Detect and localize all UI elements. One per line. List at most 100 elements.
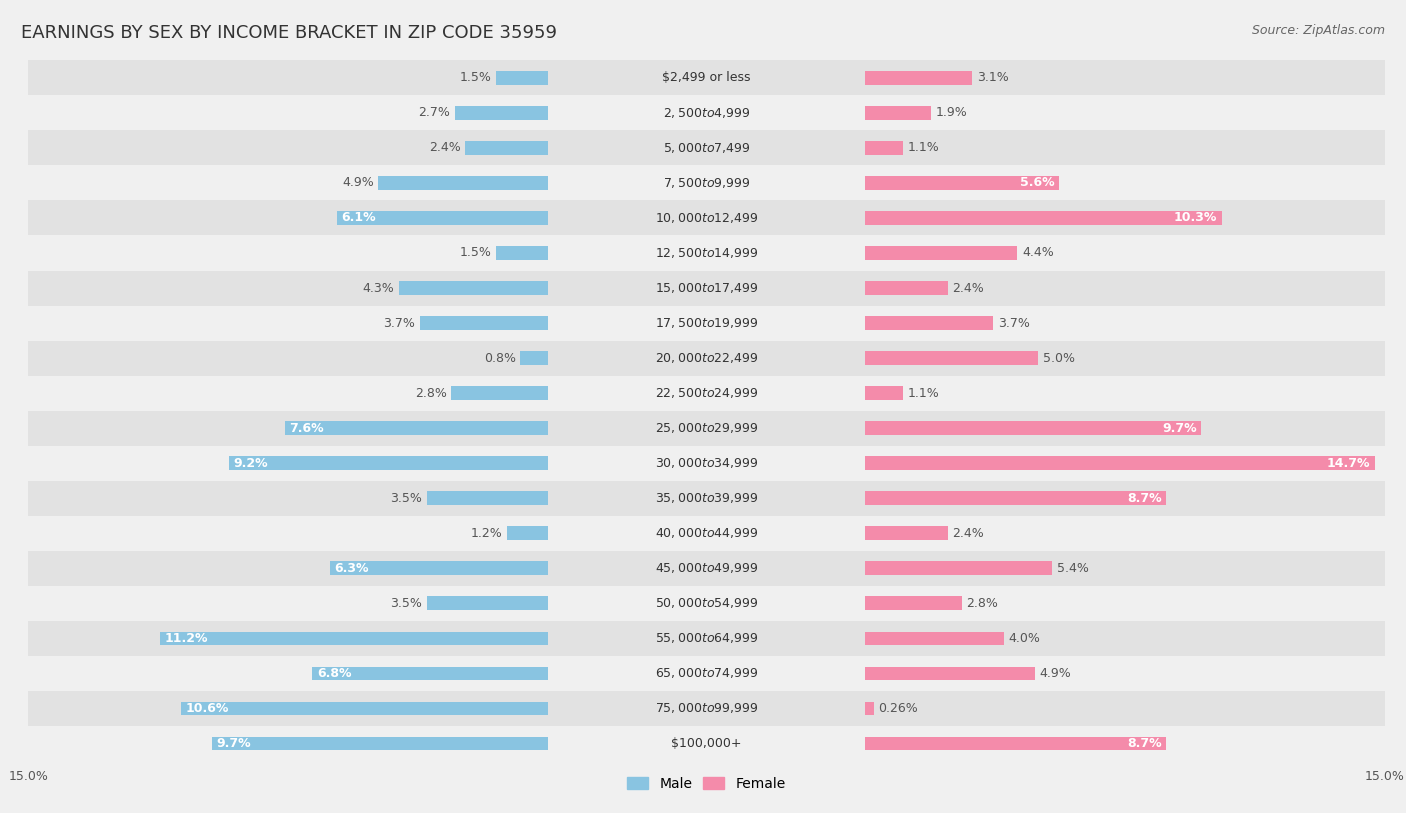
Bar <box>28 130 1385 166</box>
Bar <box>28 411 1385 446</box>
Text: 2.4%: 2.4% <box>952 527 984 540</box>
Text: 2.7%: 2.7% <box>418 107 450 120</box>
Bar <box>420 316 548 330</box>
Text: 8.7%: 8.7% <box>1128 492 1161 505</box>
Text: 9.7%: 9.7% <box>1161 422 1197 435</box>
Bar <box>28 341 1385 376</box>
Bar <box>865 632 1004 645</box>
Bar <box>865 176 1059 189</box>
Text: 3.5%: 3.5% <box>391 597 422 610</box>
Bar <box>378 176 548 189</box>
Text: $22,500 to $24,999: $22,500 to $24,999 <box>655 386 758 400</box>
Text: 1.9%: 1.9% <box>935 107 967 120</box>
Bar <box>312 667 548 680</box>
Text: 2.4%: 2.4% <box>952 281 984 294</box>
Text: $2,499 or less: $2,499 or less <box>662 72 751 85</box>
Text: 1.1%: 1.1% <box>907 141 939 154</box>
Text: 2.8%: 2.8% <box>415 386 447 399</box>
Text: $20,000 to $22,499: $20,000 to $22,499 <box>655 351 758 365</box>
Bar <box>865 107 931 120</box>
Bar <box>496 72 548 85</box>
Bar <box>865 386 903 400</box>
Text: $100,000+: $100,000+ <box>671 737 742 750</box>
Text: $45,000 to $49,999: $45,000 to $49,999 <box>655 561 758 575</box>
Bar <box>181 702 548 715</box>
Bar <box>865 562 1052 575</box>
Bar <box>427 491 548 505</box>
Bar <box>451 386 548 400</box>
Bar <box>865 316 993 330</box>
Text: $10,000 to $12,499: $10,000 to $12,499 <box>655 211 758 225</box>
Text: $5,000 to $7,499: $5,000 to $7,499 <box>662 141 751 155</box>
Bar <box>399 281 548 294</box>
Bar <box>427 597 548 610</box>
Bar <box>465 141 548 154</box>
Text: 7.6%: 7.6% <box>290 422 323 435</box>
Text: $40,000 to $44,999: $40,000 to $44,999 <box>655 526 758 540</box>
Text: $65,000 to $74,999: $65,000 to $74,999 <box>655 666 758 680</box>
Text: 5.6%: 5.6% <box>1019 176 1054 189</box>
Text: 4.9%: 4.9% <box>342 176 374 189</box>
Text: 1.5%: 1.5% <box>460 72 492 85</box>
Text: $25,000 to $29,999: $25,000 to $29,999 <box>655 421 758 435</box>
Text: 6.8%: 6.8% <box>316 667 352 680</box>
Bar <box>160 632 548 645</box>
Text: $15,000 to $17,499: $15,000 to $17,499 <box>655 281 758 295</box>
Text: 5.4%: 5.4% <box>1056 562 1088 575</box>
Text: 4.4%: 4.4% <box>1022 246 1053 259</box>
Bar <box>454 107 548 120</box>
Text: 3.5%: 3.5% <box>391 492 422 505</box>
Bar <box>336 211 548 224</box>
Bar <box>865 702 873 715</box>
Text: 1.1%: 1.1% <box>907 386 939 399</box>
Text: $35,000 to $39,999: $35,000 to $39,999 <box>655 491 758 505</box>
Text: $55,000 to $64,999: $55,000 to $64,999 <box>655 631 758 646</box>
Text: $30,000 to $34,999: $30,000 to $34,999 <box>655 456 758 470</box>
Bar <box>865 72 973 85</box>
Text: 9.7%: 9.7% <box>217 737 252 750</box>
Text: $12,500 to $14,999: $12,500 to $14,999 <box>655 246 758 260</box>
Bar <box>865 246 1018 259</box>
Text: 0.8%: 0.8% <box>484 351 516 364</box>
Text: 6.1%: 6.1% <box>342 211 375 224</box>
Text: 10.6%: 10.6% <box>186 702 229 715</box>
Text: 6.3%: 6.3% <box>335 562 368 575</box>
Text: 4.3%: 4.3% <box>363 281 395 294</box>
Text: 8.7%: 8.7% <box>1128 737 1161 750</box>
Bar <box>865 667 1035 680</box>
Text: 10.3%: 10.3% <box>1174 211 1218 224</box>
Text: $75,000 to $99,999: $75,000 to $99,999 <box>655 701 758 715</box>
Bar <box>28 60 1385 95</box>
Legend: Male, Female: Male, Female <box>621 771 792 796</box>
Bar <box>330 562 548 575</box>
Bar <box>865 597 962 610</box>
Text: 3.7%: 3.7% <box>998 316 1029 329</box>
Bar <box>865 527 948 540</box>
Text: 5.0%: 5.0% <box>1043 351 1074 364</box>
Bar <box>28 620 1385 655</box>
Text: Source: ZipAtlas.com: Source: ZipAtlas.com <box>1251 24 1385 37</box>
Bar <box>506 527 548 540</box>
Bar <box>865 491 1167 505</box>
Text: 3.1%: 3.1% <box>977 72 1008 85</box>
Bar <box>284 421 548 435</box>
Bar <box>28 550 1385 585</box>
Bar <box>496 246 548 259</box>
Text: 14.7%: 14.7% <box>1326 457 1369 470</box>
Bar <box>865 281 948 294</box>
Text: 2.8%: 2.8% <box>966 597 998 610</box>
Bar <box>865 351 1038 365</box>
Text: $50,000 to $54,999: $50,000 to $54,999 <box>655 596 758 610</box>
Text: 2.4%: 2.4% <box>429 141 461 154</box>
Text: 3.7%: 3.7% <box>384 316 415 329</box>
Bar <box>865 211 1222 224</box>
Bar <box>865 421 1201 435</box>
Bar <box>865 141 903 154</box>
Text: $17,500 to $19,999: $17,500 to $19,999 <box>655 316 758 330</box>
Text: 0.26%: 0.26% <box>879 702 918 715</box>
Bar <box>28 480 1385 515</box>
Text: 4.0%: 4.0% <box>1008 632 1040 645</box>
Bar <box>865 456 1375 470</box>
Text: 4.9%: 4.9% <box>1039 667 1071 680</box>
Text: $2,500 to $4,999: $2,500 to $4,999 <box>662 106 751 120</box>
